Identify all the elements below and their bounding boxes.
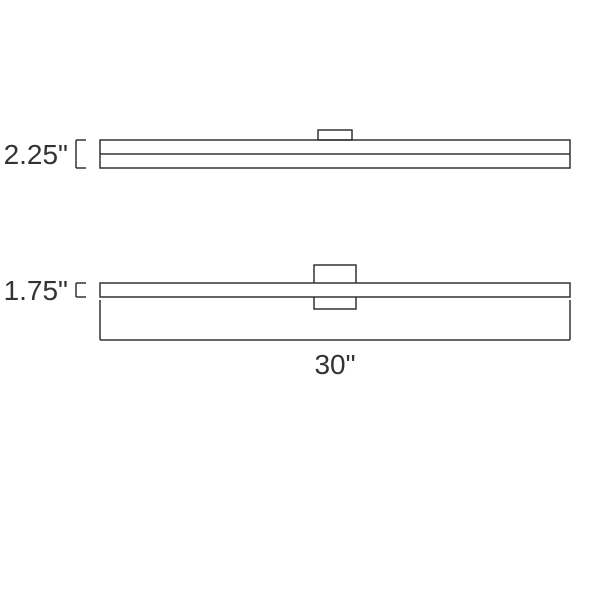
bottom-bar: [100, 283, 570, 297]
width-label: 30": [314, 349, 355, 380]
bottom-height-bracket: [76, 283, 86, 297]
dimension-diagram: 2.25" 1.75" 30": [0, 0, 600, 600]
bottom-view: 1.75" 30": [4, 265, 570, 380]
bottom-height-label: 1.75": [4, 275, 68, 306]
top-height-label: 2.25": [4, 139, 68, 170]
top-mount: [318, 130, 352, 140]
top-height-bracket: [76, 140, 86, 168]
top-view: 2.25": [4, 130, 570, 170]
